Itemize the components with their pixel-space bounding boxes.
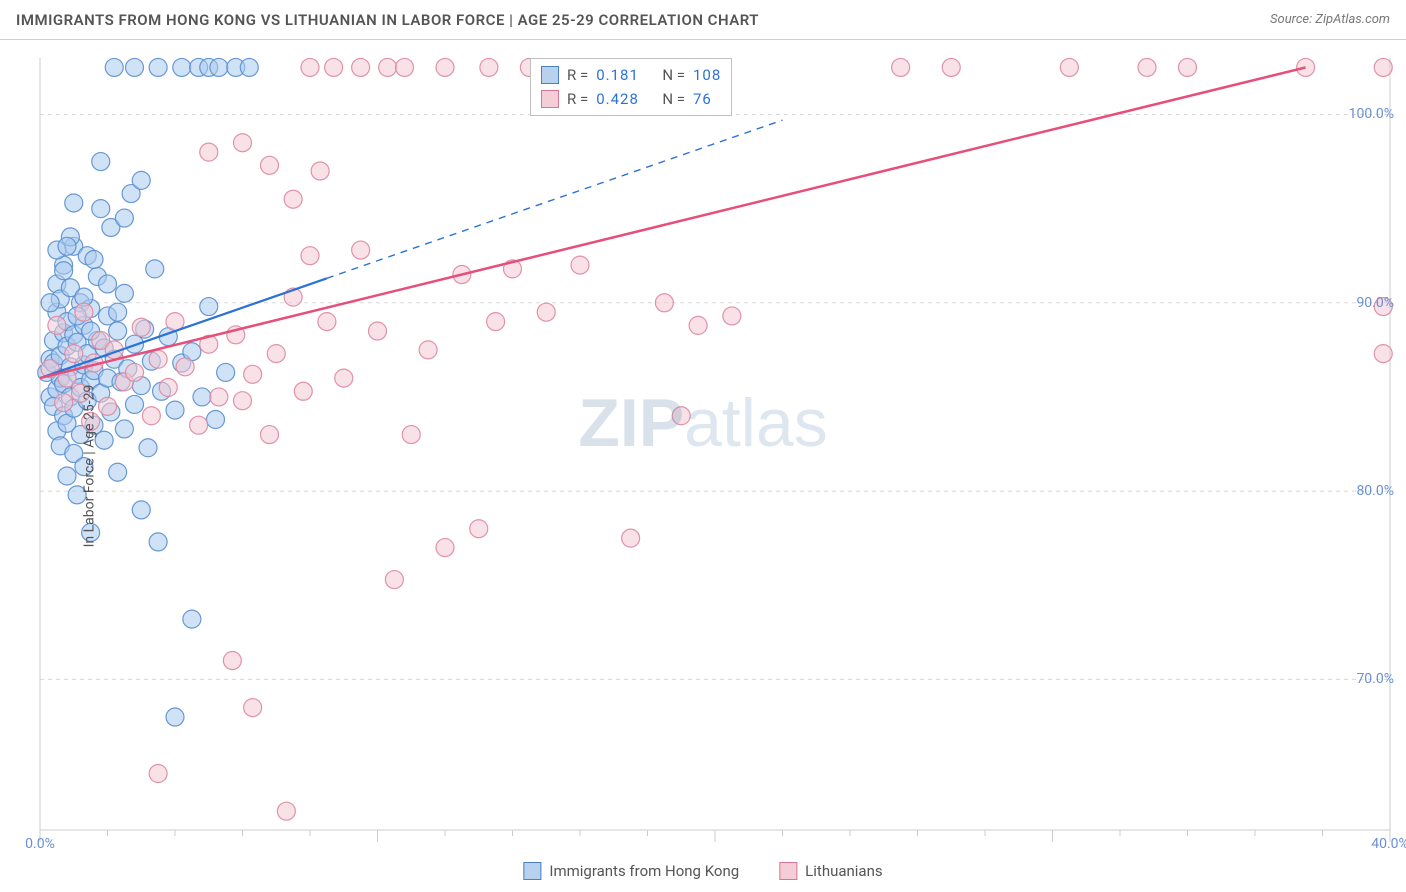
legend-series-label: Lithuanians (805, 862, 882, 880)
chart-title: IMMIGRANTS FROM HONG KONG VS LITHUANIAN … (16, 11, 759, 29)
legend-series: Immigrants from Hong Kong Lithuanians (523, 862, 882, 880)
y-tick-label: 100.0% (1349, 106, 1394, 122)
legend-series-item: Immigrants from Hong Kong (523, 862, 739, 880)
x-tick-label: 40.0% (1371, 836, 1406, 852)
legend-swatch (541, 90, 559, 108)
y-tick-label: 70.0% (1356, 671, 1394, 687)
legend-swatch (523, 862, 541, 880)
x-tick-label: 0.0% (25, 836, 55, 852)
chart-source: Source: ZipAtlas.com (1270, 12, 1390, 27)
legend-correlation-row: R = 0.428 N = 76 (541, 87, 721, 111)
legend-correlation: R = 0.181 N = 108R = 0.428 N = 76 (530, 58, 732, 116)
legend-series-label: Immigrants from Hong Kong (549, 862, 739, 880)
y-axis-label: In Labor Force | Age 25-29 (81, 385, 97, 548)
chart-area: ZIPatlas In Labor Force | Age 25-29 R = … (0, 40, 1406, 892)
legend-correlation-row: R = 0.181 N = 108 (541, 63, 721, 87)
y-tick-label: 90.0% (1356, 295, 1394, 311)
y-tick-label: 80.0% (1356, 483, 1394, 499)
legend-swatch (779, 862, 797, 880)
legend-series-item: Lithuanians (779, 862, 882, 880)
legend-swatch (541, 66, 559, 84)
chart-header: IMMIGRANTS FROM HONG KONG VS LITHUANIAN … (0, 0, 1406, 40)
scatter-chart-svg (0, 40, 1406, 892)
